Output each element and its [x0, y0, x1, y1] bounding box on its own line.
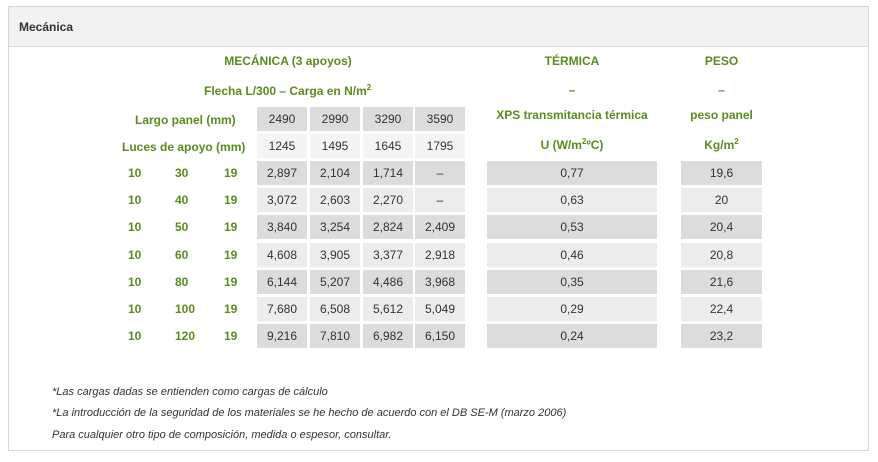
weight-cell: 19,6	[681, 161, 762, 185]
peso-dash: –	[718, 83, 725, 97]
weight-cell: 20,8	[681, 243, 762, 267]
layer-thickness-a: 10	[128, 275, 142, 289]
termica-dash: –	[568, 83, 576, 97]
layer-thickness-b: 80	[175, 275, 189, 289]
layer-thickness-c: 19	[224, 248, 238, 262]
transmittance-cell: 0,24	[487, 324, 657, 348]
load-value-cell: 1,714	[363, 161, 413, 185]
weight-cell: 20	[681, 188, 762, 212]
load-value-cell: 2,270	[363, 188, 413, 212]
transmittance-cell: 0,46	[487, 243, 657, 267]
termica-unit: U (W/m2ºC)	[540, 137, 604, 153]
layer-thickness-c: 19	[224, 329, 238, 343]
load-value-cell: 3,377	[363, 243, 413, 267]
layer-thickness-a: 10	[128, 302, 142, 316]
layer-thickness-a: 10	[128, 193, 142, 207]
peso-unit: Kg/m2	[704, 137, 739, 153]
load-value-cell: –	[415, 188, 465, 212]
layer-thickness-a: 10	[128, 220, 142, 234]
weight-cell: 21,6	[681, 270, 762, 294]
load-value-cell: 4,486	[363, 270, 413, 294]
layer-thickness-b: 30	[175, 166, 189, 180]
layer-thickness-b: 60	[175, 248, 189, 262]
load-value-cell: 2,104	[310, 161, 360, 185]
section-title: Mecánica	[9, 7, 868, 47]
layer-thickness-a: 10	[128, 329, 142, 343]
layer-thickness-c: 19	[224, 193, 238, 207]
load-value-cell: 2,897	[257, 161, 307, 185]
luces-value-cell: 1645	[363, 134, 413, 158]
largo-value-cell: 2490	[257, 107, 307, 131]
luces-value-cell: 1245	[257, 134, 307, 158]
load-value-cell: 2,918	[415, 243, 465, 267]
load-value-cell: 7,680	[257, 297, 307, 321]
load-value-cell: 6,982	[363, 324, 413, 348]
load-value-cell: –	[415, 161, 465, 185]
load-value-cell: 3,968	[415, 270, 465, 294]
group-header-peso: PESO	[704, 54, 739, 68]
load-value-cell: 6,150	[415, 324, 465, 348]
transmittance-cell: 0,29	[487, 297, 657, 321]
note-3: Para cualquier otro tipo de composición,…	[52, 429, 392, 441]
transmittance-cell: 0,53	[487, 215, 657, 239]
load-value-cell: 4,608	[257, 243, 307, 267]
layer-thickness-a: 10	[128, 166, 142, 180]
transmittance-cell: 0,35	[487, 270, 657, 294]
group-header-mecanica: MECÁNICA (3 apoyos)	[224, 54, 352, 68]
layer-thickness-c: 19	[224, 166, 238, 180]
luces-apoyo-label: Luces de apoyo (mm)	[122, 140, 246, 154]
layer-thickness-b: 100	[175, 302, 196, 316]
layer-thickness-b: 40	[175, 193, 189, 207]
load-value-cell: 5,049	[415, 297, 465, 321]
load-value-cell: 2,409	[415, 215, 465, 239]
transmittance-cell: 0,63	[487, 188, 657, 212]
luces-value-cell: 1795	[415, 134, 465, 158]
load-value-cell: 3,072	[257, 188, 307, 212]
weight-cell: 22,4	[681, 297, 762, 321]
layer-thickness-c: 19	[224, 275, 238, 289]
termica-label: XPS transmitancia térmica	[496, 108, 648, 122]
load-value-cell: 7,810	[310, 324, 360, 348]
load-value-cell: 5,207	[310, 270, 360, 294]
largo-value-cell: 3290	[363, 107, 413, 131]
load-value-cell: 6,508	[310, 297, 360, 321]
layer-thickness-a: 10	[128, 248, 142, 262]
layer-thickness-c: 19	[224, 220, 238, 234]
load-value-cell: 3,254	[310, 215, 360, 239]
luces-value-cell: 1495	[310, 134, 360, 158]
load-value-cell: 2,824	[363, 215, 413, 239]
largo-value-cell: 2990	[310, 107, 360, 131]
load-value-cell: 6,144	[257, 270, 307, 294]
note-2: *La introducción de la seguridad de los …	[52, 407, 567, 419]
largo-panel-label: Largo panel (mm)	[135, 113, 236, 127]
transmittance-cell: 0,77	[487, 161, 657, 185]
load-value-cell: 9,216	[257, 324, 307, 348]
layer-thickness-b: 120	[175, 329, 196, 343]
weight-cell: 20,4	[681, 215, 762, 239]
weight-cell: 23,2	[681, 324, 762, 348]
load-value-cell: 2,603	[310, 188, 360, 212]
group-header-termica: TÉRMICA	[544, 54, 600, 68]
load-value-cell: 5,612	[363, 297, 413, 321]
layer-thickness-c: 19	[224, 302, 238, 316]
layer-thickness-b: 50	[175, 220, 189, 234]
flecha-header: Flecha L/300 – Carga en N/m2	[204, 83, 372, 99]
load-value-cell: 3,840	[257, 215, 307, 239]
load-value-cell: 3,905	[310, 243, 360, 267]
peso-label: peso panel	[690, 108, 753, 122]
largo-value-cell: 3590	[415, 107, 465, 131]
note-1: *Las cargas dadas se entienden como carg…	[52, 386, 328, 398]
